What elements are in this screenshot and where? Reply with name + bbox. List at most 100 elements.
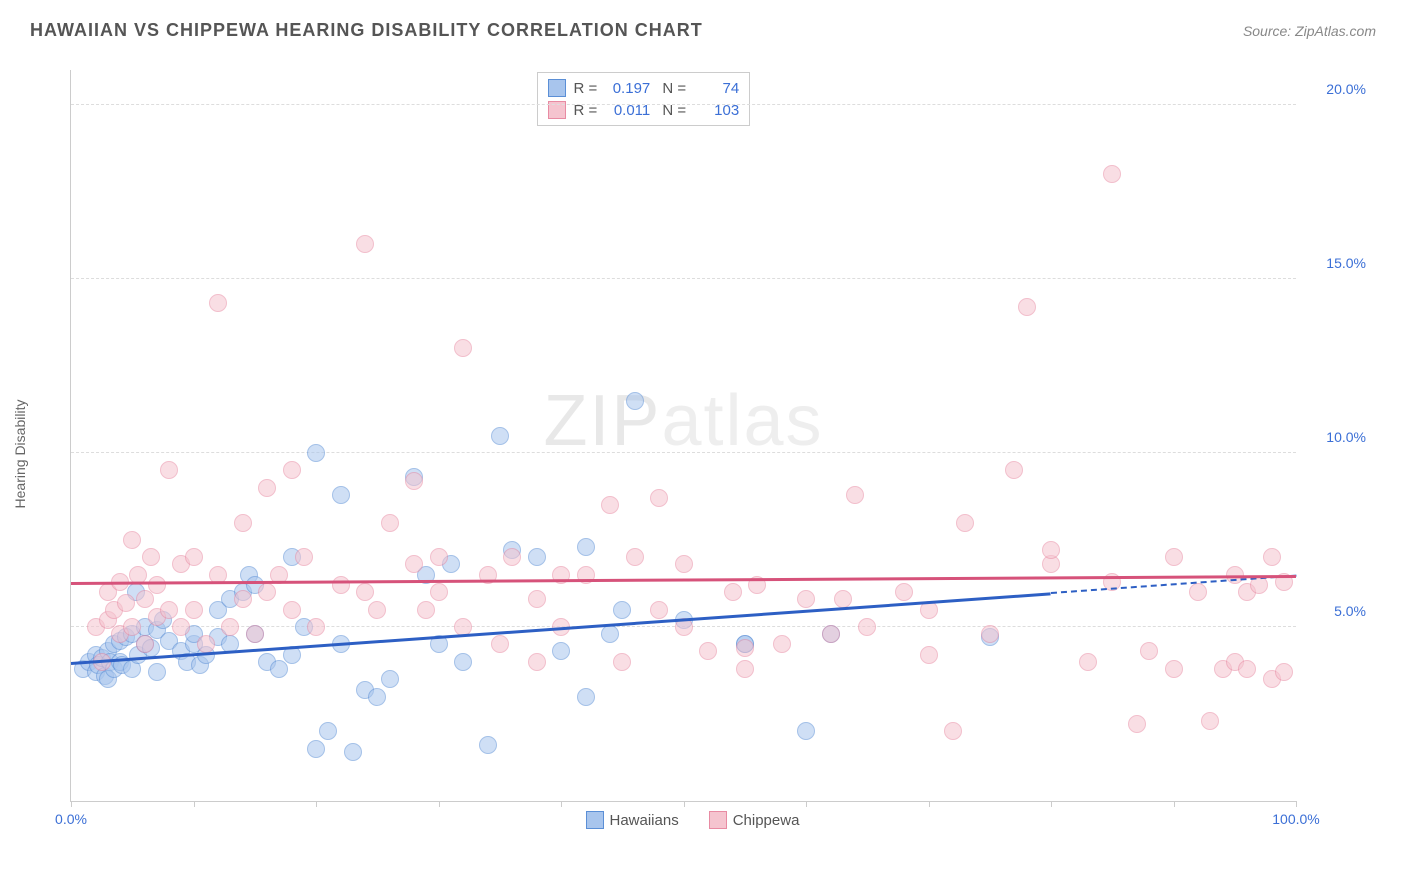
scatter-point — [454, 653, 472, 671]
scatter-point — [479, 736, 497, 754]
stats-swatch — [548, 79, 566, 97]
watermark-thin: atlas — [661, 381, 823, 461]
stats-r-label: R = — [574, 80, 598, 97]
stats-legend-box: R = 0.197 N = 74 R =0.011 N =103 — [537, 72, 751, 126]
scatter-point — [197, 635, 215, 653]
scatter-point — [858, 618, 876, 636]
stats-n-label: N = — [658, 80, 686, 97]
scatter-point — [123, 531, 141, 549]
scatter-point — [981, 625, 999, 643]
scatter-point — [822, 625, 840, 643]
scatter-point — [430, 583, 448, 601]
y-axis-label: Hearing Disability — [12, 400, 28, 509]
scatter-point — [1128, 715, 1146, 733]
scatter-point — [142, 548, 160, 566]
scatter-point — [344, 743, 362, 761]
plot-area: ZIPatlas R =0.197 N =74R =0.011 N =103 H… — [70, 70, 1296, 802]
scatter-point — [724, 583, 742, 601]
scatter-point — [528, 653, 546, 671]
scatter-point — [1201, 712, 1219, 730]
scatter-point — [601, 625, 619, 643]
stats-r-value: 0.197 — [605, 80, 650, 97]
scatter-point — [417, 601, 435, 619]
scatter-point — [944, 722, 962, 740]
scatter-point — [356, 235, 374, 253]
scatter-point — [234, 514, 252, 532]
scatter-point — [552, 642, 570, 660]
scatter-point — [258, 479, 276, 497]
chart-title: HAWAIIAN VS CHIPPEWA HEARING DISABILITY … — [30, 20, 703, 41]
y-tick-label: 15.0% — [1326, 255, 1366, 271]
scatter-point — [1165, 548, 1183, 566]
scatter-point — [209, 294, 227, 312]
scatter-point — [503, 548, 521, 566]
x-tick-label: 0.0% — [55, 811, 87, 827]
scatter-point — [332, 576, 350, 594]
scatter-point — [699, 642, 717, 660]
scatter-point — [773, 635, 791, 653]
scatter-point — [185, 548, 203, 566]
scatter-point — [491, 635, 509, 653]
chart-container: Hearing Disability ZIPatlas R =0.197 N =… — [50, 60, 1376, 832]
scatter-point — [834, 590, 852, 608]
scatter-point — [577, 538, 595, 556]
x-tick — [1051, 801, 1052, 807]
scatter-point — [626, 548, 644, 566]
scatter-point — [920, 646, 938, 664]
scatter-point — [160, 461, 178, 479]
x-tick — [806, 801, 807, 807]
scatter-point — [185, 601, 203, 619]
scatter-point — [234, 590, 252, 608]
scatter-point — [430, 548, 448, 566]
scatter-point — [1103, 165, 1121, 183]
series-legend: Hawaiians Chippewa — [586, 811, 800, 829]
stats-n-value: 74 — [694, 80, 739, 97]
scatter-point — [1005, 461, 1023, 479]
y-tick-label: 20.0% — [1326, 81, 1366, 97]
scatter-point — [1275, 663, 1293, 681]
scatter-point — [307, 618, 325, 636]
scatter-point — [160, 601, 178, 619]
scatter-point — [283, 461, 301, 479]
scatter-point — [650, 489, 668, 507]
legend-item: Hawaiians — [586, 811, 679, 829]
x-tick — [71, 801, 72, 807]
scatter-point — [283, 601, 301, 619]
legend-item: Chippewa — [709, 811, 800, 829]
legend-swatch — [586, 811, 604, 829]
scatter-point — [895, 583, 913, 601]
x-tick-label: 100.0% — [1272, 811, 1319, 827]
scatter-point — [319, 722, 337, 740]
x-tick — [1296, 801, 1297, 807]
scatter-point — [332, 486, 350, 504]
scatter-point — [258, 583, 276, 601]
scatter-point — [675, 555, 693, 573]
gridline — [71, 104, 1296, 105]
scatter-point — [626, 392, 644, 410]
scatter-point — [368, 688, 386, 706]
scatter-point — [736, 660, 754, 678]
scatter-point — [454, 339, 472, 357]
scatter-point — [246, 625, 264, 643]
scatter-point — [307, 444, 325, 462]
scatter-point — [1189, 583, 1207, 601]
x-tick — [561, 801, 562, 807]
y-tick-label: 5.0% — [1334, 603, 1366, 619]
x-tick — [929, 801, 930, 807]
scatter-point — [136, 590, 154, 608]
y-tick-label: 10.0% — [1326, 429, 1366, 445]
scatter-point — [356, 583, 374, 601]
scatter-point — [1042, 541, 1060, 559]
scatter-point — [601, 496, 619, 514]
source-attribution: Source: ZipAtlas.com — [1243, 23, 1376, 39]
stats-row: R = 0.197 N = 74 — [548, 77, 740, 99]
x-tick — [684, 801, 685, 807]
scatter-point — [381, 514, 399, 532]
legend-label: Hawaiians — [610, 812, 679, 829]
scatter-point — [405, 472, 423, 490]
stats-row: R =0.011 N =103 — [548, 99, 740, 121]
scatter-point — [1018, 298, 1036, 316]
scatter-point — [307, 740, 325, 758]
scatter-point — [295, 548, 313, 566]
watermark: ZIPatlas — [543, 380, 823, 462]
